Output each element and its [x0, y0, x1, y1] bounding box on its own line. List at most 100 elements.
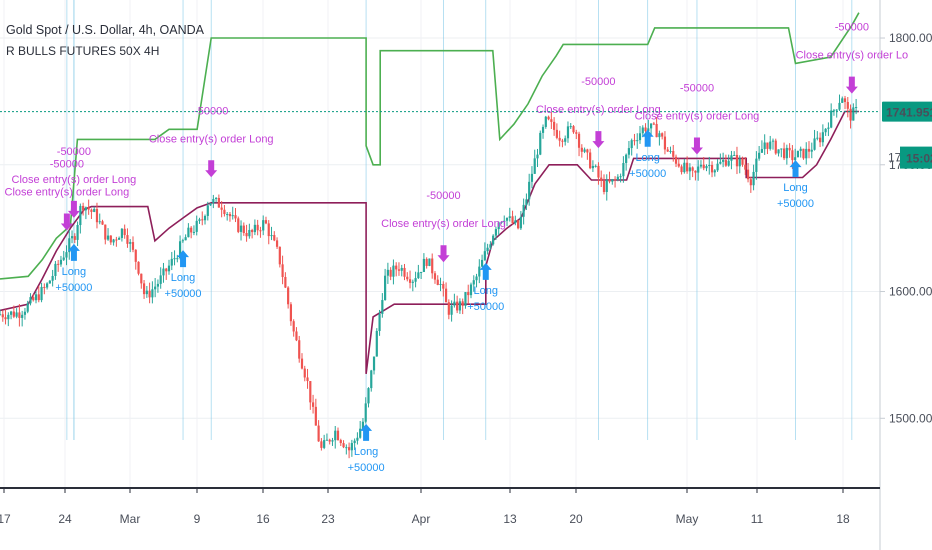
- candle-body: [68, 238, 71, 253]
- candle-body: [12, 311, 15, 317]
- signal-pnl: -50000: [680, 82, 714, 94]
- candle-body: [70, 236, 74, 239]
- candle-body: [215, 197, 218, 199]
- candle-body: [242, 225, 245, 234]
- x-tick-label: 11: [751, 512, 764, 526]
- candle-body: [710, 164, 714, 173]
- candle-body: [519, 216, 522, 229]
- signal-label: Close entry(s) order Long: [149, 133, 274, 145]
- candle-body: [320, 441, 323, 448]
- candle-body: [702, 164, 705, 169]
- candle-body: [167, 265, 171, 272]
- candle-body: [780, 148, 783, 150]
- candle-body: [697, 166, 700, 173]
- candle-body: [151, 289, 154, 298]
- candle-body: [15, 312, 18, 317]
- candle-body: [580, 147, 583, 152]
- x-tick-label: 23: [321, 512, 335, 526]
- candle-body: [370, 370, 373, 389]
- candle-body: [181, 240, 184, 242]
- candle-body: [458, 301, 462, 311]
- candle-body: [65, 252, 68, 258]
- candle-body: [118, 237, 121, 240]
- candle-body: [203, 215, 207, 221]
- candle-body: [658, 133, 661, 138]
- candle-body: [663, 136, 667, 150]
- candle-body: [120, 228, 124, 238]
- signal-label: Close entry(s) order Long: [536, 104, 661, 116]
- candle-body: [763, 142, 766, 150]
- candle-body: [691, 167, 694, 171]
- candle-body: [630, 140, 633, 149]
- close-arrow-icon: [592, 131, 605, 149]
- candle-body: [652, 123, 655, 125]
- trade-signals: -50000 Close entry(s) order Long -50000 Clo…: [5, 22, 909, 474]
- candle-body: [264, 220, 268, 224]
- candle-body: [442, 283, 445, 289]
- candle-body: [162, 268, 165, 276]
- candle-body: [461, 301, 464, 306]
- signal-pnl: +50000: [629, 168, 666, 180]
- signal-pnl: -50000: [835, 22, 869, 34]
- candle-body: [641, 127, 644, 134]
- candle-body: [564, 138, 567, 142]
- candle-body: [4, 317, 7, 320]
- close-arrow-icon: [845, 76, 858, 94]
- candle-body: [824, 128, 827, 133]
- candle-body: [508, 216, 511, 218]
- candle-body: [18, 312, 21, 318]
- candle-body: [223, 209, 226, 215]
- candle-body: [622, 163, 625, 177]
- candle-body: [841, 98, 844, 103]
- candle-body: [566, 126, 570, 139]
- candle-body: [480, 259, 484, 267]
- candle-body: [818, 137, 822, 143]
- candle-body: [821, 132, 824, 143]
- candle-body: [528, 181, 531, 200]
- candle-body: [251, 229, 254, 233]
- candle-body: [253, 224, 256, 233]
- candle-body: [323, 440, 326, 448]
- candle-body: [733, 154, 736, 156]
- candle-body: [395, 265, 398, 270]
- signal-label: Close entry(s) order Long: [635, 110, 760, 122]
- x-tick-label: Mar: [120, 512, 141, 526]
- candle-body: [577, 133, 581, 148]
- candle-body: [98, 221, 101, 223]
- signal-pnl: -50000: [57, 146, 91, 158]
- candle-body: [791, 150, 794, 161]
- candle-body: [112, 239, 115, 243]
- candle-body: [190, 227, 193, 233]
- y-tick-label: 1600.000: [889, 285, 932, 299]
- candle-body: [106, 235, 110, 240]
- candle-body: [605, 179, 608, 192]
- candle-body: [406, 276, 409, 280]
- candle-body: [234, 215, 237, 219]
- candle-body: [655, 123, 658, 138]
- candle-body: [433, 273, 437, 280]
- candle-body: [231, 215, 234, 217]
- candle-body: [217, 197, 220, 208]
- candle-body: [525, 199, 528, 205]
- candle-body: [769, 141, 772, 149]
- candle-body: [34, 294, 38, 301]
- y-tick-label: 1500.000: [889, 411, 932, 425]
- signal-label: Long: [354, 446, 378, 458]
- candle-body: [201, 219, 204, 221]
- candle-body: [830, 110, 833, 128]
- candle-body: [489, 244, 492, 248]
- candle-body: [672, 150, 675, 157]
- signal-pnl: +50000: [467, 301, 504, 313]
- candle-body: [716, 163, 719, 171]
- candle-body: [178, 241, 182, 259]
- candle-body: [165, 268, 168, 272]
- candle-body: [514, 220, 517, 224]
- candle-body: [555, 129, 558, 138]
- candle-body: [131, 242, 135, 250]
- candle-body: [384, 275, 387, 301]
- candle-body: [129, 242, 132, 244]
- candle-body: [245, 233, 248, 237]
- candle-body: [287, 287, 290, 305]
- candle-body: [530, 173, 534, 182]
